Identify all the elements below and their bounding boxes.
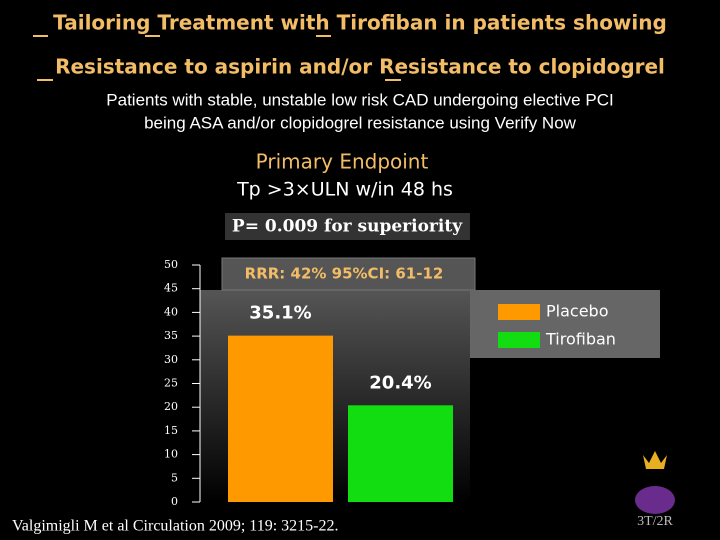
endpoint: Primary Endpoint [256,150,429,174]
subtitle-line: Patients with stable, unstable low risk … [106,90,613,109]
svg-text:3T/2R: 3T/2R [637,514,673,529]
logo: 3T/2R [635,451,675,529]
y-tick-label: 20 [164,400,178,413]
value-label: 35.1% [249,303,311,324]
legend-label: Placebo [546,302,608,321]
title-underlines [33,35,401,81]
y-tick-label: 15 [164,424,178,437]
title-line: Tailoring Treatment with Tirofiban in pa… [53,11,667,35]
legend-swatch [498,304,540,320]
legend-label: Tirofiban [545,330,616,349]
p-value: P= 0.009 for superiority [232,217,463,237]
y-tick-label: 10 [164,448,178,461]
y-tick-label: 5 [171,471,178,484]
source: Valgimigli M et al Circulation 2009; 119… [12,518,338,535]
endpoint-detail: Tp >3×ULN w/in 48 hs [236,179,453,201]
bar [348,405,453,502]
value-label: 20.4% [369,372,431,393]
annotation: RRR: 42% 95%CI: 61-12 [245,265,444,283]
y-tick-label: 35 [164,329,178,342]
y-tick-label: 30 [164,353,178,366]
y-tick-label: 0 [171,495,178,508]
bar [228,335,333,502]
title-line: Resistance to aspirin and/or Resistance … [55,55,665,79]
y-tick-label: 50 [164,258,178,271]
y-tick-label: 45 [164,282,178,295]
y-tick-label: 25 [164,377,178,390]
annotation-box [221,257,476,291]
subtitle-line: being ASA and/or clopidogrel resistance … [144,113,577,132]
legend-swatch [498,332,540,348]
p-value-box [225,213,470,240]
y-tick-label: 40 [164,305,178,318]
